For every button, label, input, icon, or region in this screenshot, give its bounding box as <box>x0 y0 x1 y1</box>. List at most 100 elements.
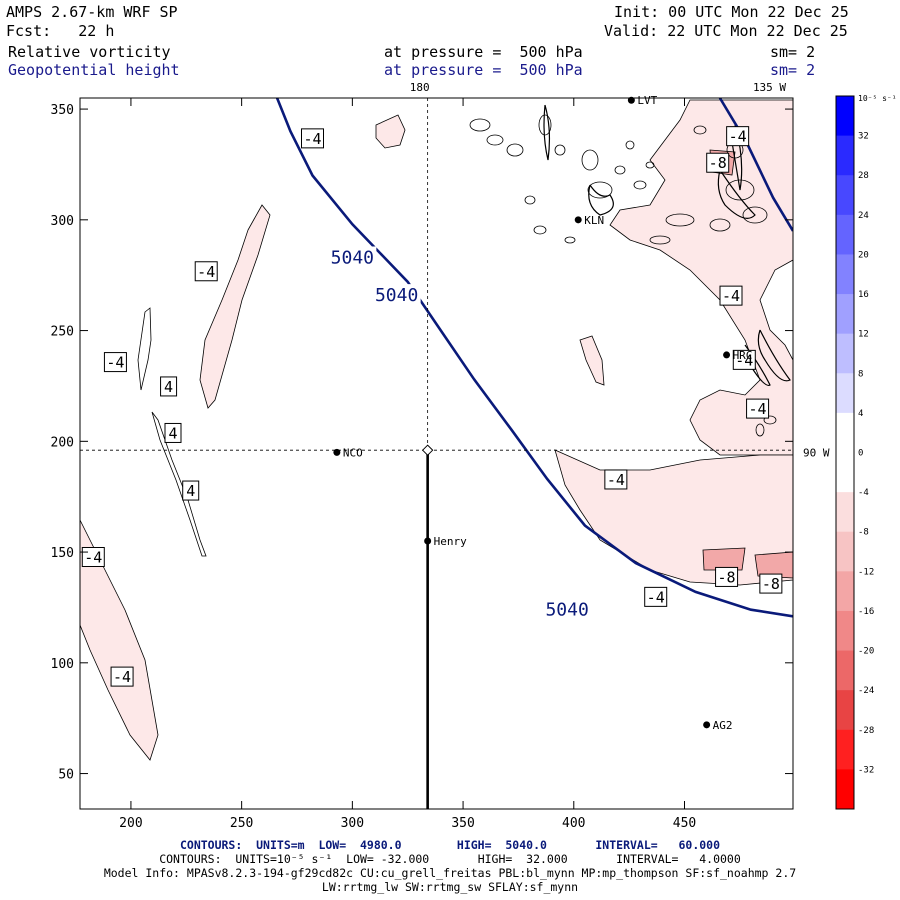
overlay-layer: 180 135 W90 W-4-4-4-4-4-4-4-4-4-4-4-8-8 -8… <box>80 81 830 809</box>
colorbar-segment <box>836 373 854 414</box>
height-label-bg <box>328 246 377 267</box>
vorticity-contour <box>693 125 707 135</box>
x-tick-label: 300 <box>341 816 364 830</box>
vorticity-contour <box>665 213 695 227</box>
pole-marker <box>421 444 434 456</box>
station-marker <box>333 448 341 456</box>
vorticity-contour <box>538 114 552 136</box>
vorticity-label-box <box>644 586 668 607</box>
colorbar-segment <box>836 254 854 295</box>
y-tick-label: 300 <box>51 214 74 229</box>
vorticity-contour-layer <box>137 104 791 557</box>
x-tick-label: 350 <box>451 816 474 830</box>
vorticity-contour <box>581 149 599 171</box>
colorbar-tick-label: -12 <box>858 567 874 577</box>
vorticity-region <box>80 519 159 761</box>
vorticity-contour <box>645 161 655 169</box>
colorbar-tick-label: 4 <box>858 409 863 419</box>
colorbar-segment <box>836 214 854 255</box>
station-label: AG2 <box>713 719 733 732</box>
meridian-label: 135 W <box>753 81 786 94</box>
vorticity-contour <box>554 144 566 156</box>
colorbar-segment <box>836 294 854 335</box>
y-tick-label: 50 <box>58 768 74 783</box>
colorbar-tick-label: -8 <box>858 528 869 538</box>
station-label: HRC <box>733 349 753 362</box>
x-tick-label: 250 <box>230 816 253 830</box>
vorticity-label-box <box>103 352 127 373</box>
vorticity-region <box>375 114 406 149</box>
vorticity-label-box <box>182 480 200 501</box>
vorticity-contour <box>742 206 768 224</box>
height-contour-label: 5040 <box>331 247 374 268</box>
vorticity-region <box>702 547 746 571</box>
height-label-bg <box>372 284 421 305</box>
forecast-hour: Fcst: 22 h <box>6 22 115 40</box>
vorticity-label: -4 <box>735 351 753 369</box>
vorticity-contour <box>564 236 576 244</box>
vorticity-label: -4 <box>303 130 321 148</box>
vorticity-label: -4 <box>113 668 131 686</box>
vorticity-contour <box>524 195 536 205</box>
vorticity-contour <box>614 165 626 175</box>
x-tick-label: 400 <box>562 816 585 830</box>
vorticity-label-box <box>759 573 783 594</box>
meridian-label: 180 <box>410 81 430 94</box>
vorticity-contour <box>755 423 765 437</box>
vorticity-contour <box>506 143 524 157</box>
colorbar-segment <box>836 690 854 731</box>
colorbar-segment <box>836 492 854 533</box>
vorticity-contour <box>725 179 755 201</box>
vorticity-label: 4 <box>168 424 177 442</box>
axes-layer: 200 250 300 350 400 450 50 100 150 200 250 300 350 <box>51 97 794 830</box>
meridian-label: 90 W <box>803 446 830 459</box>
vorticity-contour-dense <box>757 329 791 382</box>
vorticity-label-box <box>604 469 628 490</box>
colorbar-unit: 10⁻⁵ s⁻¹ <box>858 94 897 103</box>
vorticity-label-box <box>726 126 750 147</box>
height-contour-label: 5040 <box>545 600 588 621</box>
vorticity-region <box>579 335 605 386</box>
vorticity-label: -4 <box>647 588 665 606</box>
colorbar-segment <box>836 175 854 216</box>
vorticity-label-box <box>110 666 134 687</box>
colorbar-tick-label: 28 <box>858 171 869 181</box>
vorticity-label-box <box>194 261 218 282</box>
vorticity-label-box <box>715 566 739 587</box>
vorticity-label: -4 <box>722 287 740 305</box>
vorticity-region <box>199 204 271 409</box>
vorticity-label: -4 <box>106 354 124 372</box>
vorticity-contour <box>633 180 647 190</box>
station-label: KLN <box>584 214 604 227</box>
colorbar-tick-label: 8 <box>858 369 863 379</box>
footer-height-contours: CONTOURS: UNITS=m LOW= 4980.0 HIGH= 5040… <box>179 838 721 852</box>
vorticity-label: 4 <box>186 482 195 500</box>
colorbar-tick-label: 20 <box>858 250 869 260</box>
y-tick-label: 350 <box>51 103 74 118</box>
field1-level: at pressure = 500 hPa <box>384 43 583 61</box>
vorticity-label: -4 <box>607 471 625 489</box>
x-tick-label: 200 <box>119 816 142 830</box>
vorticity-contour <box>709 218 731 232</box>
colorbar-tick-label: 24 <box>858 211 869 221</box>
vorticity-region <box>754 551 793 579</box>
y-tick-label: 200 <box>51 435 74 450</box>
y-tick-label: 250 <box>51 325 74 340</box>
vorticity-contour-dense <box>717 169 756 219</box>
colorbar-segment <box>836 531 854 572</box>
colorbar-segment <box>836 412 854 453</box>
field2-name: Geopotential height <box>8 61 180 79</box>
vorticity-label-box <box>301 128 324 149</box>
field2-level: at pressure = 500 hPa <box>384 61 583 79</box>
colorbar-tick-label: -24 <box>858 686 874 696</box>
station-label: Henry <box>434 535 467 548</box>
colorbar-frame <box>835 95 855 810</box>
colorbar-segment <box>836 650 854 691</box>
colorbar-tick-label: -32 <box>858 765 874 775</box>
colorbar-segment <box>836 571 854 612</box>
station-label: LVT <box>637 94 657 107</box>
vorticity-contour-dense <box>588 184 614 216</box>
plot-frame <box>79 97 794 810</box>
